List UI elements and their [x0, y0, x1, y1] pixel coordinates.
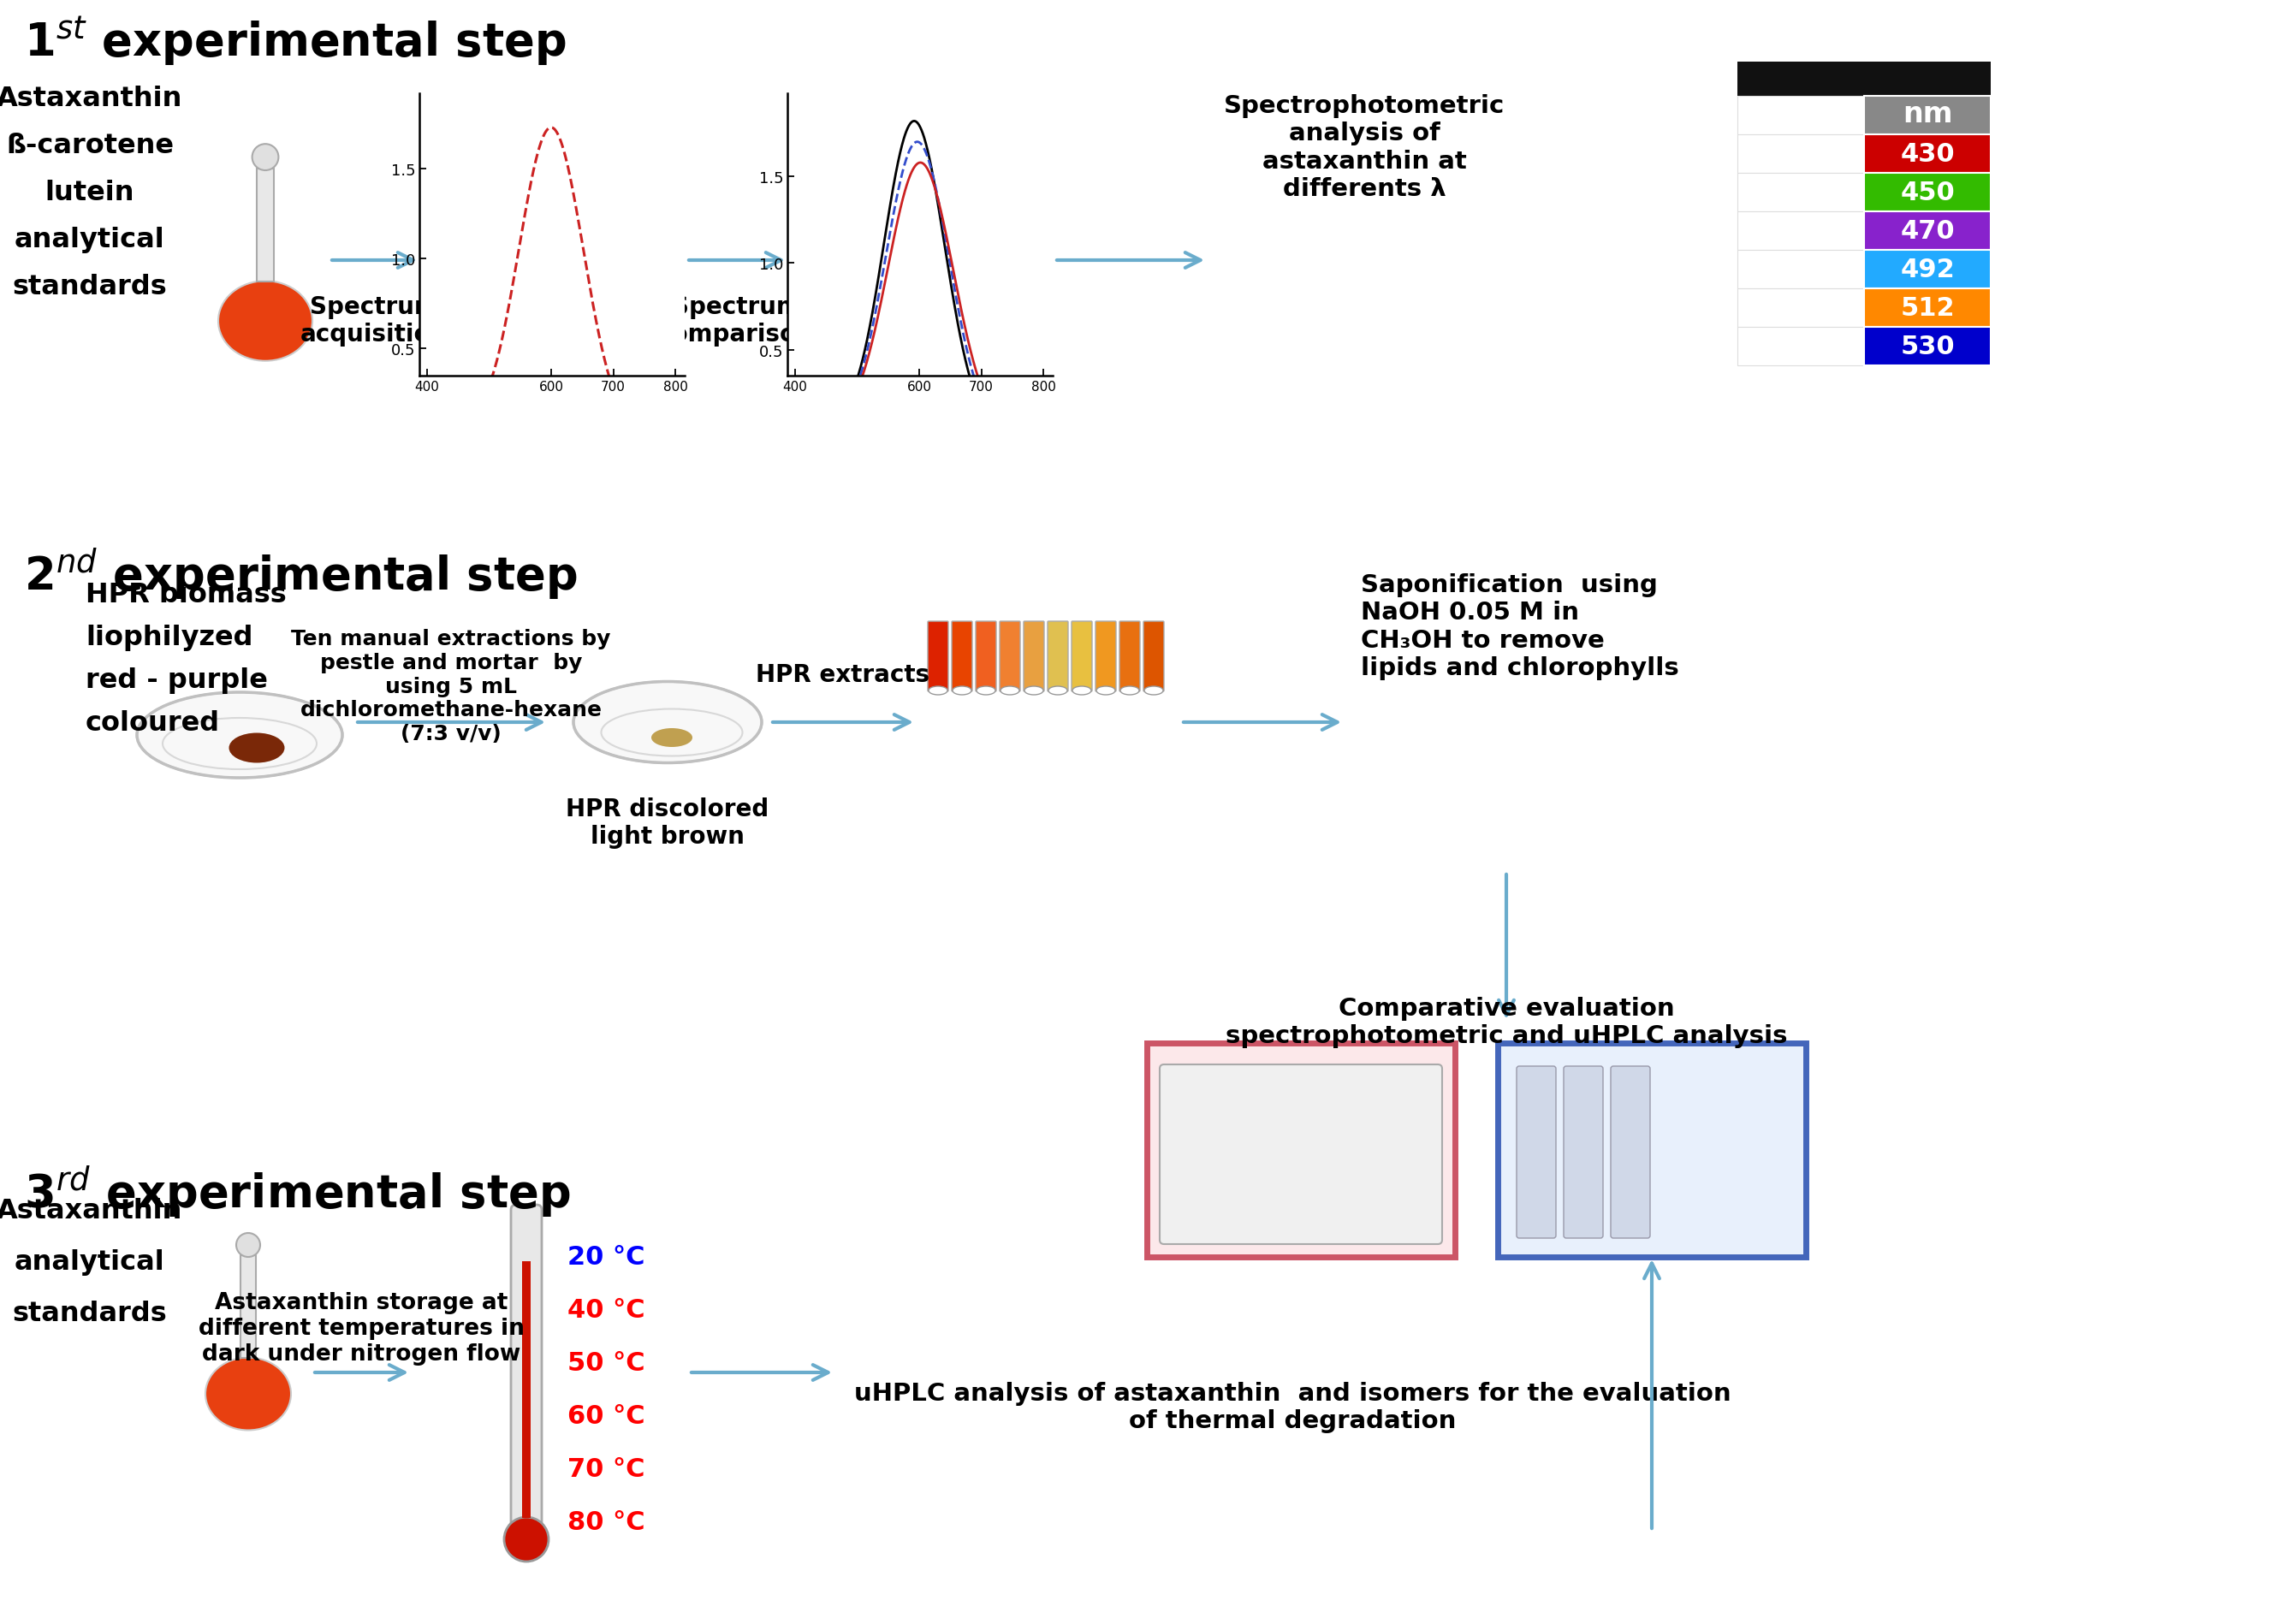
FancyBboxPatch shape	[1737, 328, 1863, 365]
Ellipse shape	[206, 1358, 290, 1431]
FancyBboxPatch shape	[1497, 1043, 1806, 1257]
FancyBboxPatch shape	[1863, 213, 1991, 250]
FancyBboxPatch shape	[1737, 250, 1863, 289]
Text: analytical: analytical	[14, 1249, 165, 1275]
Ellipse shape	[1145, 687, 1164, 695]
Ellipse shape	[1120, 687, 1138, 695]
Text: Astaxanthin: Astaxanthin	[0, 1197, 183, 1224]
Text: lutein: lutein	[46, 180, 135, 206]
FancyBboxPatch shape	[1863, 135, 1991, 174]
FancyBboxPatch shape	[1143, 622, 1164, 692]
Text: 3$^{rd}$ experimental step: 3$^{rd}$ experimental step	[23, 1163, 569, 1218]
FancyBboxPatch shape	[928, 622, 949, 692]
Ellipse shape	[953, 687, 972, 695]
Ellipse shape	[217, 281, 313, 362]
Text: Ten manual extractions by
pestle and mortar  by
using 5 mL
dichloromethane-hexan: Ten manual extractions by pestle and mor…	[290, 628, 610, 744]
Polygon shape	[240, 1255, 256, 1358]
Ellipse shape	[1097, 687, 1116, 695]
FancyBboxPatch shape	[1863, 328, 1991, 365]
FancyBboxPatch shape	[1564, 1067, 1602, 1239]
FancyBboxPatch shape	[1737, 62, 1991, 97]
FancyBboxPatch shape	[1863, 250, 1991, 289]
Text: Comparative evaluation
spectrophotometric and uHPLC analysis: Comparative evaluation spectrophotometri…	[1225, 996, 1788, 1047]
FancyBboxPatch shape	[1863, 174, 1991, 213]
Text: 20 °C: 20 °C	[567, 1244, 645, 1270]
Circle shape	[251, 145, 279, 171]
Text: liophilyzed: liophilyzed	[85, 624, 254, 651]
Text: 470: 470	[1900, 219, 1955, 244]
FancyBboxPatch shape	[1737, 213, 1863, 250]
FancyBboxPatch shape	[1072, 622, 1093, 692]
Text: 2$^{nd}$ experimental step: 2$^{nd}$ experimental step	[23, 546, 578, 601]
FancyBboxPatch shape	[1159, 1065, 1442, 1244]
FancyBboxPatch shape	[951, 622, 972, 692]
Circle shape	[505, 1517, 549, 1562]
FancyBboxPatch shape	[512, 1205, 542, 1536]
Text: HPR discolored
light brown: HPR discolored light brown	[567, 797, 768, 849]
Text: 80 °C: 80 °C	[567, 1510, 645, 1535]
FancyBboxPatch shape	[1148, 1043, 1454, 1257]
Polygon shape	[256, 169, 274, 283]
Text: Spectrum
comparison: Spectrum comparison	[658, 296, 814, 346]
FancyBboxPatch shape	[1095, 622, 1116, 692]
FancyBboxPatch shape	[1737, 135, 1863, 174]
Text: 530: 530	[1900, 335, 1955, 359]
FancyBboxPatch shape	[1024, 622, 1045, 692]
FancyBboxPatch shape	[521, 1262, 530, 1518]
FancyBboxPatch shape	[1737, 97, 1863, 135]
Text: 1$^{st}$ experimental step: 1$^{st}$ experimental step	[23, 15, 567, 68]
FancyBboxPatch shape	[1737, 174, 1863, 213]
Text: HPR extracts: HPR extracts	[757, 663, 930, 687]
Text: Saponification  using
NaOH 0.05 M in
CH₃OH to remove
lipids and chlorophylls: Saponification using NaOH 0.05 M in CH₃O…	[1360, 573, 1678, 680]
FancyBboxPatch shape	[1863, 289, 1991, 328]
Ellipse shape	[1072, 687, 1090, 695]
Ellipse shape	[229, 734, 283, 763]
Text: analytical: analytical	[14, 227, 165, 253]
Text: Astaxanthin: Astaxanthin	[0, 86, 183, 112]
Ellipse shape	[976, 687, 994, 695]
Text: 492: 492	[1900, 258, 1955, 283]
Text: coloured: coloured	[85, 710, 219, 736]
FancyBboxPatch shape	[1612, 1067, 1650, 1239]
Text: 60 °C: 60 °C	[567, 1403, 645, 1429]
Text: λ: λ	[1783, 99, 1806, 128]
Ellipse shape	[1049, 687, 1068, 695]
Text: 450: 450	[1900, 180, 1955, 205]
Text: nm: nm	[1902, 99, 1952, 128]
Text: red - purple: red - purple	[85, 667, 267, 693]
Text: standards: standards	[11, 274, 167, 300]
FancyBboxPatch shape	[1863, 97, 1991, 135]
Text: standards: standards	[11, 1299, 167, 1327]
Ellipse shape	[1024, 687, 1042, 695]
Text: 70 °C: 70 °C	[567, 1457, 645, 1481]
Text: ß-carotene: ß-carotene	[7, 133, 174, 159]
Text: Spectrum
acquisition: Spectrum acquisition	[299, 296, 448, 346]
FancyBboxPatch shape	[1047, 622, 1068, 692]
FancyBboxPatch shape	[1516, 1067, 1557, 1239]
Text: HPR biomass: HPR biomass	[85, 581, 286, 607]
Text: 512: 512	[1900, 296, 1955, 320]
FancyBboxPatch shape	[976, 622, 997, 692]
Text: 40 °C: 40 °C	[567, 1298, 645, 1322]
Ellipse shape	[1001, 687, 1020, 695]
Text: Spectrophotometric
analysis of
astaxanthin at
differents λ: Spectrophotometric analysis of astaxanth…	[1223, 94, 1504, 201]
Text: Astaxanthin storage at
different temperatures in
dark under nitrogen flow: Astaxanthin storage at different tempera…	[199, 1291, 523, 1364]
Ellipse shape	[652, 729, 693, 747]
Ellipse shape	[928, 687, 946, 695]
FancyBboxPatch shape	[1120, 622, 1141, 692]
Text: 550: 550	[1900, 374, 1955, 398]
FancyBboxPatch shape	[999, 622, 1020, 692]
Ellipse shape	[574, 682, 761, 763]
Text: 430: 430	[1900, 141, 1955, 167]
FancyBboxPatch shape	[1737, 289, 1863, 328]
Circle shape	[235, 1233, 261, 1257]
Text: 50 °C: 50 °C	[567, 1351, 645, 1376]
Text: uHPLC analysis of astaxanthin  and isomers for the evaluation
of thermal degrada: uHPLC analysis of astaxanthin and isomer…	[855, 1380, 1731, 1432]
Ellipse shape	[137, 693, 343, 778]
